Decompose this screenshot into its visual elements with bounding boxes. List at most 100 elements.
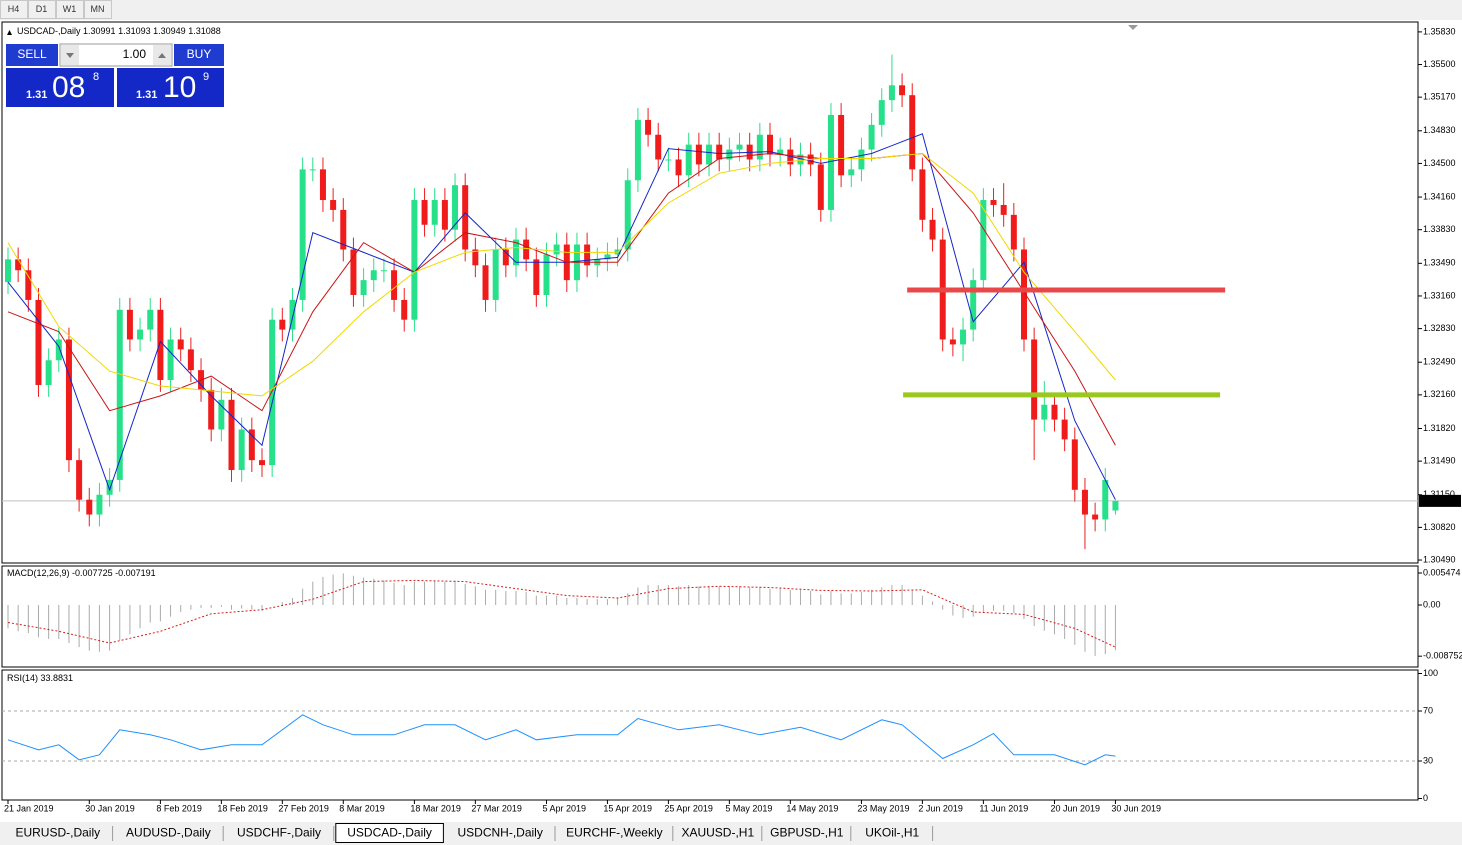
- candle-body: [929, 219, 936, 240]
- candle-body: [116, 309, 123, 480]
- y-tick-label: 1.35170: [1423, 92, 1456, 102]
- bid-big: 1.31: [26, 89, 47, 101]
- candle-body: [15, 259, 22, 271]
- x-tick-label: 11 Jun 2019: [979, 803, 1028, 813]
- candle-body: [1061, 419, 1068, 440]
- y-tick-label: 0.00: [1423, 599, 1441, 609]
- y-tick-label: 30: [1423, 755, 1433, 765]
- ask-box[interactable]: [117, 68, 224, 107]
- x-tick-label: 5 Apr 2019: [542, 803, 586, 813]
- candle-body: [1000, 204, 1007, 215]
- candle-body: [421, 200, 428, 225]
- period-button[interactable]: [84, 0, 112, 19]
- symbol-tab-label: USDCAD-,Daily: [347, 826, 432, 840]
- symbol-tab[interactable]: [852, 823, 932, 843]
- y-tick-label: 100: [1423, 668, 1438, 678]
- last-low: 1.30949: [153, 26, 186, 36]
- candle-body: [35, 299, 42, 385]
- x-tick-label: 23 May 2019: [857, 803, 909, 813]
- symbol-tab[interactable]: [446, 823, 554, 843]
- candle-body: [512, 239, 519, 266]
- y-tick-label: 1.30490: [1423, 554, 1456, 564]
- candle-body: [797, 154, 804, 165]
- y-tick-label: 1.31150: [1423, 489, 1455, 499]
- period-button[interactable]: [56, 0, 84, 19]
- candle-body: [543, 254, 550, 295]
- candle-body: [888, 85, 895, 101]
- candle-body: [208, 389, 215, 430]
- y-tick-label: 0: [1423, 793, 1428, 803]
- symbol-tab[interactable]: [335, 823, 444, 843]
- y-tick-label: 1.32490: [1423, 357, 1456, 367]
- candle-body: [817, 164, 824, 210]
- candle-body: [909, 95, 916, 170]
- symbol-tab[interactable]: [763, 823, 850, 843]
- candle-body: [726, 149, 733, 160]
- y-tick-label: 1.33830: [1423, 224, 1456, 234]
- candle-body: [604, 254, 611, 260]
- bid-box[interactable]: [6, 68, 114, 107]
- macd-main: -0.007725: [72, 568, 113, 578]
- x-tick-label: 20 Jun 2019: [1050, 803, 1100, 813]
- candle-body: [431, 200, 438, 225]
- x-tick-label: 8 Feb 2019: [156, 803, 202, 813]
- symbol-tab-label: EURCHF-,Weekly: [566, 826, 662, 840]
- x-tick-label: 15 Apr 2019: [603, 803, 652, 813]
- candle-body: [980, 200, 987, 281]
- y-tick-label: 1.32830: [1423, 323, 1456, 333]
- candle-body: [289, 299, 296, 330]
- y-tick-label: -0.008752: [1423, 651, 1462, 661]
- symbol-tab[interactable]: [557, 823, 672, 843]
- candle-body: [655, 134, 662, 160]
- candle-body: [716, 144, 723, 160]
- candle-body: [584, 244, 591, 266]
- symbol-tab[interactable]: [4, 823, 112, 843]
- y-tick-label: 1.32160: [1423, 389, 1456, 399]
- candle-body: [777, 149, 784, 155]
- candle-body: [675, 159, 682, 176]
- candle-body: [4, 259, 11, 283]
- candle-body: [756, 134, 763, 160]
- x-tick-label: 21 Jan 2019: [4, 803, 54, 813]
- lot-down-icon: [66, 53, 74, 58]
- period-button[interactable]: [0, 0, 28, 19]
- candle-body: [137, 329, 144, 340]
- candle-body: [55, 339, 62, 361]
- candle-body: [787, 149, 794, 165]
- symbol-tab[interactable]: [225, 823, 333, 843]
- symbol-tab-label: GBPUSD-,H1: [770, 826, 844, 840]
- candle-body: [106, 479, 113, 495]
- toolbar: [0, 0, 1462, 20]
- y-tick-label: 1.31490: [1423, 456, 1456, 466]
- candle-body: [960, 329, 967, 345]
- x-tick-label: 14 May 2019: [786, 803, 838, 813]
- bid-point: 8: [93, 71, 99, 83]
- period-button[interactable]: [28, 0, 56, 19]
- candle-body: [1010, 214, 1017, 250]
- candle-body: [1041, 404, 1048, 420]
- rsi-title: RSI(14): [7, 673, 38, 683]
- symbol-tab-label: USDCNH-,Daily: [458, 826, 543, 840]
- ask-point: 9: [203, 71, 209, 83]
- candle-body: [1031, 339, 1038, 420]
- x-tick-label: 2 Jun 2019: [918, 803, 963, 813]
- candle-body: [248, 429, 255, 461]
- candle-body: [990, 200, 997, 205]
- symbol-tab[interactable]: [114, 823, 223, 843]
- ask-big: 1.31: [136, 89, 157, 101]
- lot-input[interactable]: [59, 43, 173, 67]
- y-tick-label: 70: [1423, 705, 1433, 715]
- buy-button[interactable]: [174, 44, 224, 66]
- header-icon: [7, 30, 12, 35]
- candle-body: [258, 460, 265, 466]
- candle-body: [157, 309, 164, 381]
- candle-body: [706, 144, 713, 165]
- symbol-tab[interactable]: [674, 823, 761, 843]
- bid-pips: 08: [52, 71, 85, 104]
- candle-body: [553, 244, 560, 255]
- sell-button[interactable]: [6, 44, 58, 66]
- y-tick-label: 1.30820: [1423, 522, 1456, 532]
- macd-signal-line: [7, 579, 1116, 648]
- buy-label: BUY: [187, 47, 212, 61]
